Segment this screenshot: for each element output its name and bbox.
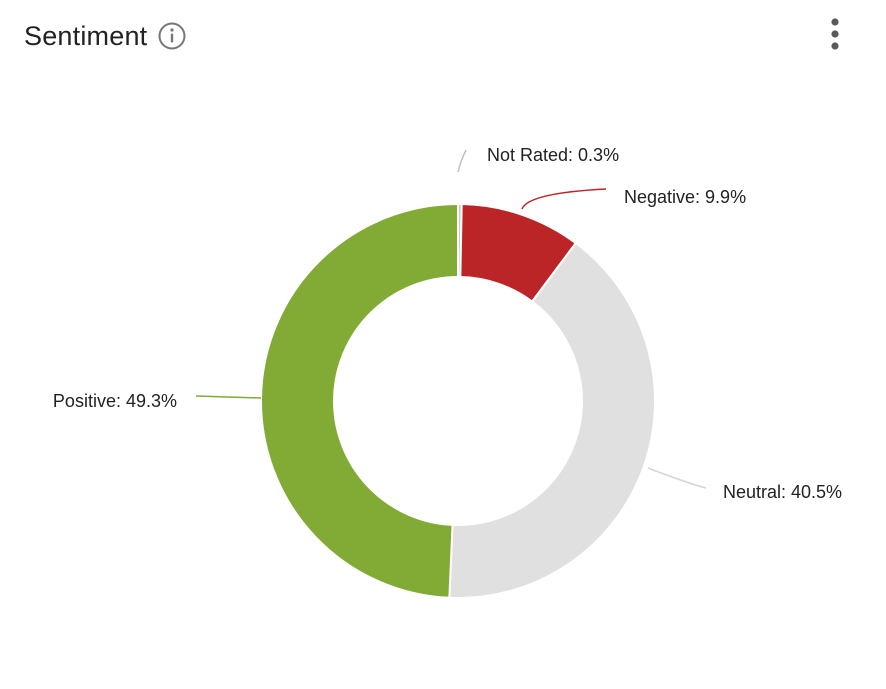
connector-positive [195, 395, 262, 399]
data-label-not-rated: Not Rated: 0.3% [487, 145, 619, 165]
info-icon[interactable] [157, 21, 187, 51]
connector-not-rated [457, 149, 467, 173]
more-options-button[interactable] [820, 14, 850, 54]
chart-header: Sentiment [24, 14, 187, 58]
slice-neutral[interactable] [448, 241, 656, 599]
connector-negative [521, 188, 607, 210]
label-connectors [195, 149, 707, 489]
slice-positive[interactable] [259, 202, 459, 599]
chart-title: Sentiment [24, 20, 148, 51]
data-labels: Not Rated: 0.3% Negative: 9.9% Neutral: 40… [53, 145, 842, 502]
data-label-negative: Negative: 9.9% [624, 187, 746, 207]
donut-slices [259, 202, 656, 599]
more-vertical-icon [831, 18, 839, 50]
data-label-neutral: Neutral: 40.5% [723, 482, 842, 502]
connector-neutral [647, 467, 707, 489]
data-label-positive: Positive: 49.3% [53, 391, 177, 411]
